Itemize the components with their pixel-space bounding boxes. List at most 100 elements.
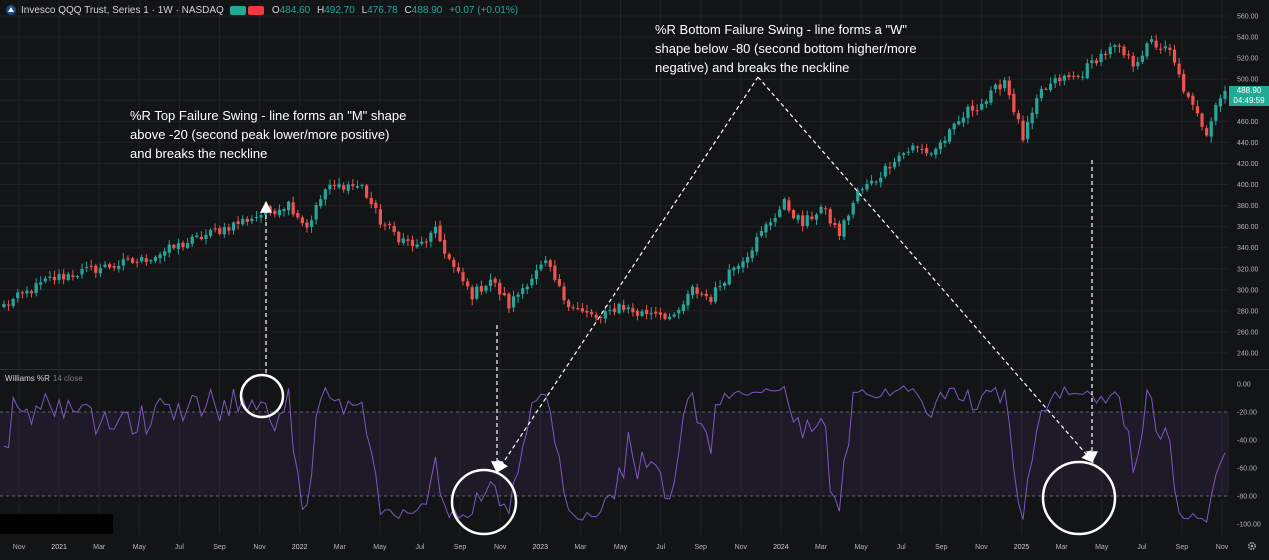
price-axis-label: 420.00	[1237, 161, 1259, 168]
candle-body	[525, 286, 529, 290]
candle-body	[1131, 55, 1135, 67]
overbought-oversold-band	[0, 412, 1229, 496]
candle-body	[782, 198, 786, 210]
candle-body	[814, 214, 819, 220]
candle-body	[1145, 43, 1149, 57]
candle-body	[865, 184, 869, 190]
bottom-swing-circle	[450, 468, 518, 536]
candle-body	[498, 282, 502, 295]
candle-body	[153, 256, 158, 262]
williams-r-line	[3, 385, 1226, 524]
candle-body	[89, 265, 93, 267]
gear-icon[interactable]	[1247, 541, 1257, 551]
candle-body	[25, 290, 29, 294]
time-axis-label: May	[133, 544, 147, 551]
candle-body	[452, 259, 456, 267]
candle-body	[149, 260, 153, 262]
candle-body	[1012, 93, 1016, 113]
time-axis-label: Nov	[1216, 544, 1229, 551]
candle-body	[1205, 128, 1209, 136]
time-axis-label: Sep	[935, 544, 948, 551]
candle-body	[20, 292, 24, 294]
candle-body	[470, 287, 474, 300]
candle-body	[846, 215, 851, 221]
candle-body	[346, 184, 350, 191]
candle-body	[130, 258, 135, 263]
top-swing-circle	[239, 373, 285, 419]
candle-body	[1200, 113, 1204, 127]
candle-body	[1081, 76, 1085, 78]
candle-body	[718, 286, 722, 288]
candle-body	[199, 236, 203, 240]
candle-body	[1191, 95, 1195, 105]
candle-body	[502, 292, 506, 296]
candle-body	[925, 148, 929, 154]
invesco-logo-icon	[6, 5, 16, 15]
candle-body	[736, 266, 741, 270]
candle-body	[801, 215, 805, 227]
candle-body	[332, 184, 337, 186]
candle-body	[1053, 78, 1057, 84]
recent-swing-circle	[1041, 460, 1117, 536]
watermark-cover	[0, 514, 113, 534]
candle-body	[80, 268, 84, 275]
candle-body	[534, 270, 539, 280]
candle-body	[989, 90, 993, 103]
low-label: L	[361, 4, 368, 16]
candle-body	[1218, 98, 1223, 107]
candle-body	[686, 293, 690, 306]
candle-body	[98, 268, 103, 274]
candle-body	[236, 221, 240, 224]
candle-body	[810, 216, 814, 219]
candle-body	[938, 142, 943, 150]
candle-body	[1136, 62, 1140, 67]
candle-body	[456, 267, 461, 272]
price-axis-label: 340.00	[1237, 245, 1259, 252]
time-axis-label: Sep	[694, 544, 707, 551]
time-axis-label: Jul	[175, 544, 184, 551]
candle-body	[837, 223, 842, 237]
time-axis-label: Jul	[656, 544, 665, 551]
candle-body	[828, 209, 832, 224]
candle-body	[548, 260, 552, 267]
indicator-name: Williams %R	[5, 374, 50, 383]
open-label: O	[271, 4, 280, 16]
candle-body	[764, 224, 768, 233]
indicator-title[interactable]: Williams %R 14 close	[5, 374, 83, 383]
candle-body	[947, 129, 952, 142]
annotation-bottom-failure-swing: %R Bottom Failure Swing - line forms a "…	[655, 20, 917, 77]
price-axis-label: 280.00	[1237, 308, 1259, 315]
symbol-title[interactable]: Invesco QQQ Trust, Series 1 · 1W · NASDA…	[21, 4, 224, 16]
status-chip-a[interactable]	[229, 5, 246, 15]
price-axis-label: 320.00	[1237, 266, 1259, 273]
candle-body	[227, 227, 231, 231]
candle-body	[645, 309, 649, 314]
candle-body	[658, 312, 663, 315]
candle-body	[869, 180, 874, 184]
high-label: H	[316, 4, 325, 16]
candle-body	[466, 281, 470, 287]
candle-body	[365, 185, 369, 198]
time-axis-label: Jul	[1137, 544, 1146, 551]
candle-body	[300, 217, 304, 224]
candle-body	[892, 162, 897, 168]
candle-body	[667, 316, 672, 320]
candle-body	[254, 217, 259, 219]
candle-body	[195, 235, 199, 237]
candle-body	[695, 287, 699, 294]
status-chip-b[interactable]	[247, 5, 264, 15]
candle-body	[796, 215, 800, 220]
candle-body	[998, 84, 1002, 90]
candle-body	[1035, 98, 1039, 114]
candle-body	[883, 165, 887, 177]
candle-body	[897, 155, 901, 162]
candle-body	[2, 303, 6, 308]
candle-body	[700, 293, 704, 295]
time-axis-label: Mar	[574, 544, 587, 551]
candle-body	[768, 222, 773, 226]
ohlc-readout: O484.60 H492.70 L476.78 C488.90 +0.07 (+…	[272, 5, 522, 16]
candle-body	[677, 309, 681, 314]
candle-body	[980, 103, 984, 110]
